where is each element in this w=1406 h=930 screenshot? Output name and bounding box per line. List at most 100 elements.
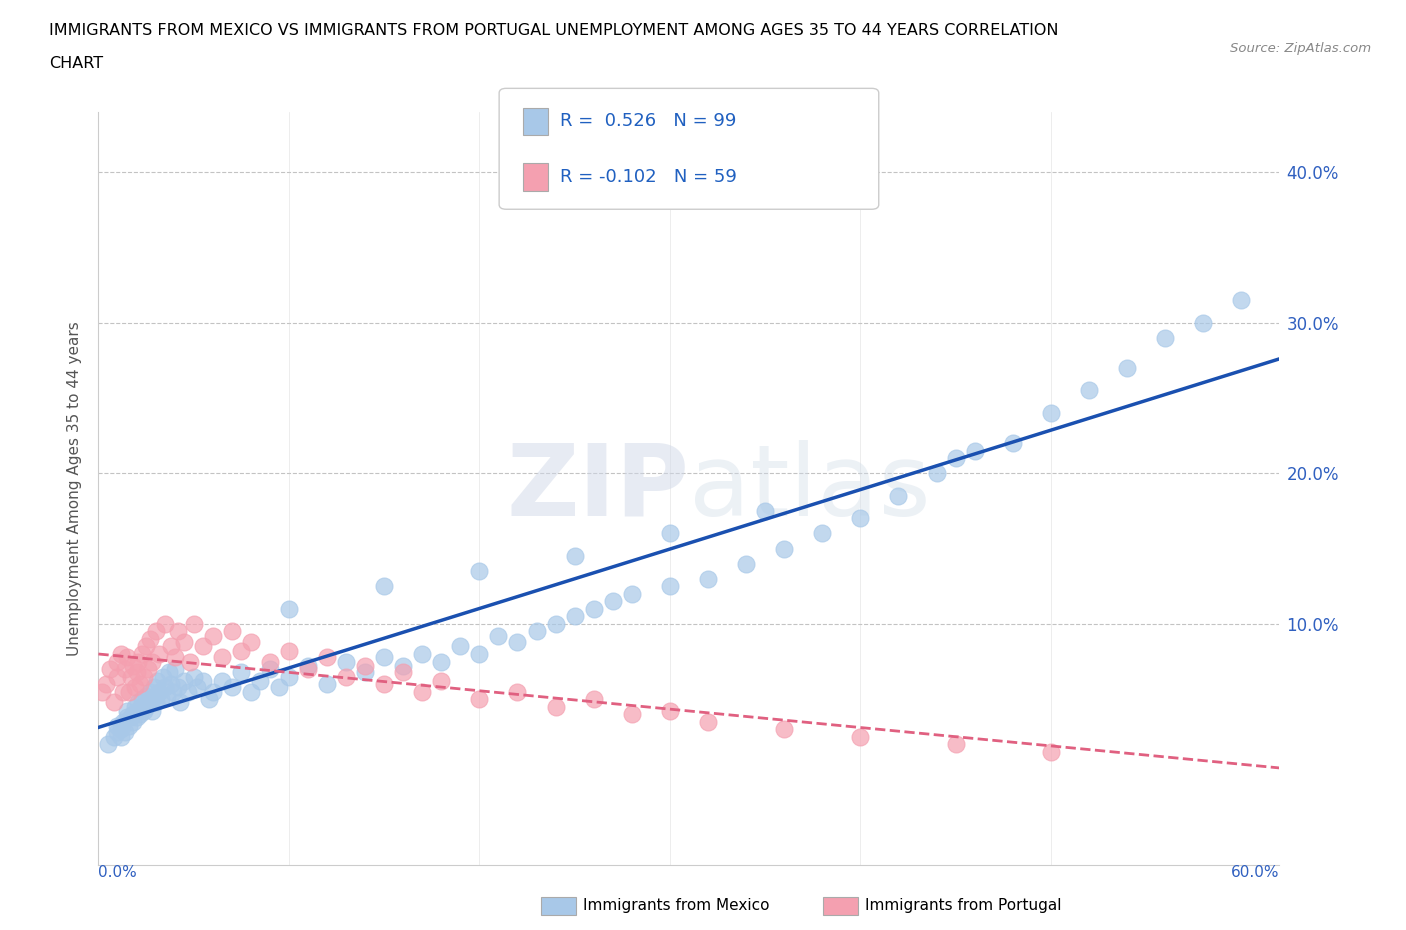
- Point: [430, 654, 453, 669]
- Point: [1192, 315, 1215, 330]
- Point: [186, 680, 208, 695]
- Point: [564, 549, 586, 564]
- Point: [925, 466, 948, 481]
- Point: [658, 578, 681, 593]
- Point: [118, 684, 141, 699]
- Point: [167, 680, 190, 695]
- Point: [1078, 383, 1101, 398]
- Point: [221, 680, 243, 695]
- Point: [139, 631, 162, 646]
- Point: [373, 677, 395, 692]
- Point: [91, 684, 114, 699]
- Point: [107, 724, 129, 739]
- Point: [112, 714, 135, 729]
- Point: [103, 695, 125, 710]
- Point: [129, 707, 152, 722]
- Point: [221, 624, 243, 639]
- Point: [148, 684, 170, 699]
- Point: [121, 714, 143, 729]
- Point: [249, 673, 271, 688]
- Point: [183, 670, 205, 684]
- Point: [145, 624, 167, 639]
- Point: [115, 710, 138, 724]
- Point: [107, 719, 129, 734]
- Point: [963, 444, 986, 458]
- Point: [297, 658, 319, 673]
- Point: [131, 646, 153, 661]
- Point: [98, 661, 121, 676]
- Point: [697, 714, 720, 729]
- Point: [945, 451, 967, 466]
- Point: [131, 692, 153, 707]
- Point: [110, 646, 132, 661]
- Point: [373, 578, 395, 593]
- Point: [411, 684, 433, 699]
- Point: [163, 649, 186, 664]
- Point: [506, 634, 529, 649]
- Point: [145, 695, 167, 710]
- Point: [1154, 330, 1177, 345]
- Point: [141, 692, 163, 707]
- Text: CHART: CHART: [49, 56, 103, 71]
- Point: [110, 722, 132, 737]
- Point: [107, 670, 129, 684]
- Point: [142, 680, 165, 695]
- Text: Source: ZipAtlas.com: Source: ZipAtlas.com: [1230, 42, 1371, 55]
- Point: [134, 670, 156, 684]
- Point: [163, 661, 186, 676]
- Point: [173, 673, 195, 688]
- Point: [183, 617, 205, 631]
- Point: [157, 665, 180, 680]
- Point: [297, 661, 319, 676]
- Point: [141, 704, 163, 719]
- Point: [373, 649, 395, 664]
- Point: [259, 654, 281, 669]
- Point: [129, 701, 152, 716]
- Point: [179, 654, 201, 669]
- Point: [153, 680, 176, 695]
- Text: ZIP: ZIP: [506, 440, 689, 537]
- Point: [335, 670, 357, 684]
- Point: [335, 654, 357, 669]
- Text: R = -0.102   N = 59: R = -0.102 N = 59: [560, 168, 737, 186]
- Point: [94, 677, 117, 692]
- Point: [177, 684, 200, 699]
- Point: [148, 646, 170, 661]
- Point: [1001, 435, 1024, 450]
- Point: [354, 665, 377, 680]
- Point: [773, 722, 796, 737]
- Point: [159, 639, 181, 654]
- Point: [136, 695, 159, 710]
- Point: [564, 609, 586, 624]
- Point: [468, 564, 491, 578]
- Point: [118, 719, 141, 734]
- Point: [167, 624, 190, 639]
- Text: 60.0%: 60.0%: [1232, 865, 1279, 880]
- Point: [127, 695, 149, 710]
- Point: [582, 692, 605, 707]
- Point: [97, 737, 120, 751]
- Point: [129, 677, 152, 692]
- Point: [211, 649, 233, 664]
- Point: [411, 646, 433, 661]
- Point: [239, 684, 262, 699]
- Point: [658, 704, 681, 719]
- Point: [136, 661, 159, 676]
- Point: [141, 654, 163, 669]
- Point: [114, 724, 136, 739]
- Point: [506, 684, 529, 699]
- Point: [110, 729, 132, 744]
- Point: [316, 649, 339, 664]
- Point: [169, 695, 191, 710]
- Point: [124, 699, 146, 714]
- Point: [112, 684, 135, 699]
- Point: [811, 526, 834, 541]
- Text: R =  0.526   N = 99: R = 0.526 N = 99: [560, 113, 735, 130]
- Point: [146, 673, 169, 688]
- Point: [145, 689, 167, 704]
- Point: [162, 684, 184, 699]
- Point: [159, 677, 181, 692]
- Point: [193, 639, 215, 654]
- Point: [153, 617, 176, 631]
- Point: [277, 644, 299, 658]
